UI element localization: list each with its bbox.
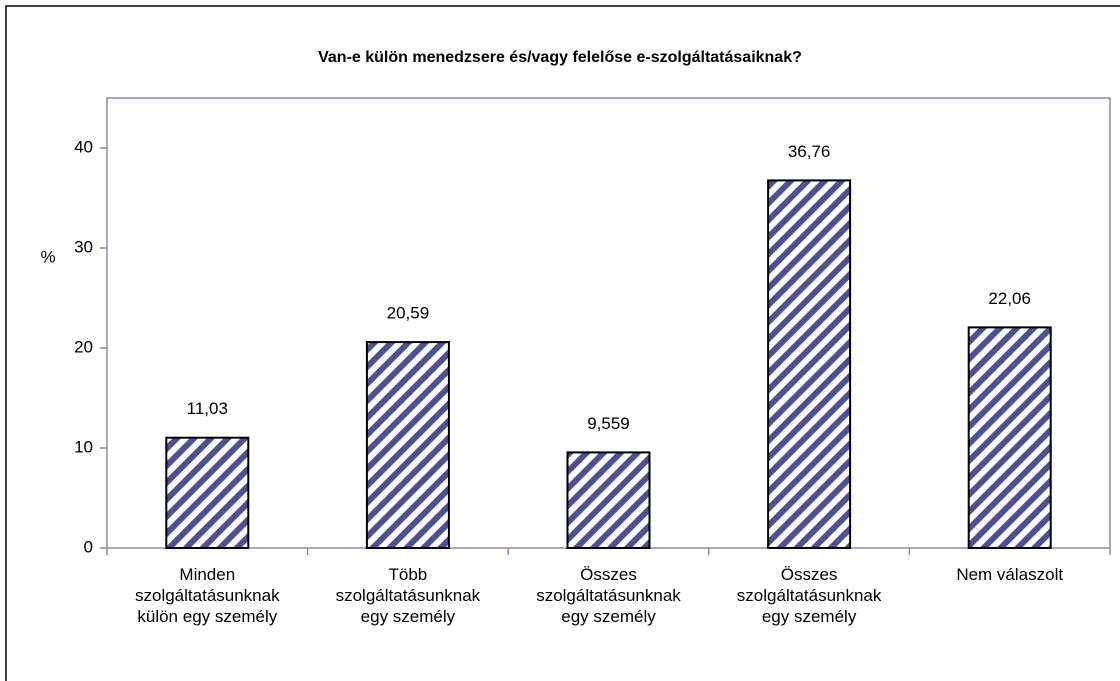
x-tick-label-line: Minden bbox=[179, 565, 235, 584]
x-tick-label-line: egy személy bbox=[561, 607, 656, 626]
bar bbox=[767, 179, 852, 549]
chart-border bbox=[5, 5, 1120, 681]
data-label: 11,03 bbox=[187, 399, 228, 418]
chart-title: Van-e külön menedzsere és/vagy felelőse … bbox=[318, 49, 802, 66]
bar bbox=[967, 326, 1052, 549]
x-tick-label: Összes szolgáltatásunknak egy személy bbox=[737, 565, 882, 626]
x-tick-label-line: külön egy személy bbox=[137, 607, 277, 626]
y-tick-label: 10 bbox=[74, 437, 93, 456]
bar bbox=[165, 436, 250, 550]
data-label: 22,06 bbox=[988, 289, 1031, 308]
bar bbox=[365, 341, 450, 549]
x-tick-label: Nem válaszolt bbox=[956, 565, 1063, 584]
y-tick-label: 20 bbox=[74, 337, 93, 356]
data-label: 36,76 bbox=[788, 142, 831, 161]
data-label: 9,559 bbox=[587, 414, 630, 433]
x-tick-label: Összes szolgáltatásunknak egy személy bbox=[536, 565, 681, 626]
x-tick-label-line: szolgáltatásunknak bbox=[536, 586, 681, 605]
y-tick-label: 30 bbox=[74, 237, 93, 256]
y-tick-label: 0 bbox=[84, 537, 93, 556]
x-tick-label-line: Nem válaszolt bbox=[956, 565, 1063, 584]
y-axis-label: % bbox=[40, 247, 55, 266]
x-tick-label-line: Több bbox=[389, 565, 428, 584]
x-tick-label-line: egy személy bbox=[361, 607, 456, 626]
data-label: 20,59 bbox=[387, 304, 430, 323]
x-tick-label-line: egy személy bbox=[762, 607, 857, 626]
x-tick-label-line: szolgáltatásunknak bbox=[737, 586, 882, 605]
bar bbox=[566, 451, 651, 549]
x-tick-label-line: Összes bbox=[781, 565, 838, 584]
x-tick-label: Minden szolgáltatásunknak külön egy személ… bbox=[135, 565, 280, 626]
x-tick-label-line: szolgáltatásunknak bbox=[135, 586, 280, 605]
x-tick-label-line: szolgáltatásunknak bbox=[336, 586, 481, 605]
x-tick-label-line: Összes bbox=[580, 565, 637, 584]
x-tick-label: Több szolgáltatásunknak egy személy bbox=[336, 565, 481, 626]
y-tick-label: 40 bbox=[74, 137, 93, 156]
